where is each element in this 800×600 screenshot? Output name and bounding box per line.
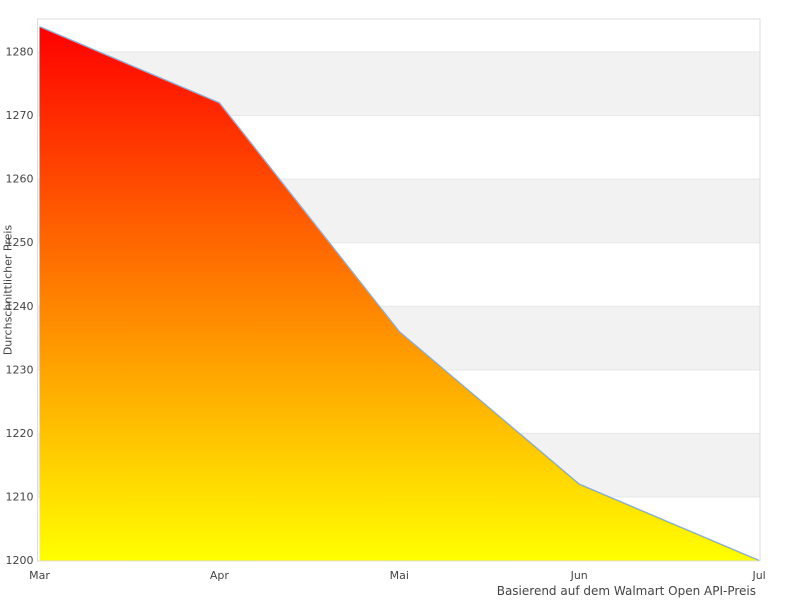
chart-caption: Basierend auf dem Walmart Open API-Preis <box>496 584 756 598</box>
x-tick-label: Mar <box>29 569 50 582</box>
y-tick-label: 1230 <box>6 363 34 376</box>
y-tick-label: 1250 <box>6 236 34 249</box>
x-tick-label: Jun <box>570 569 588 582</box>
plot-border <box>37 18 761 562</box>
y-axis-tick-labels: 1200 1210 1220 1230 1240 1250 1260 1270 1280 <box>6 46 34 567</box>
y-tick-label: 1240 <box>6 300 34 313</box>
y-tick-label: 1220 <box>6 427 34 440</box>
y-axis-title: Durchschnittlicher Preis <box>2 225 15 356</box>
y-tick-label: 1280 <box>6 46 34 59</box>
x-tick-label: Mai <box>390 569 409 582</box>
y-tick-label: 1270 <box>6 109 34 122</box>
x-axis-tick-labels: Mar Apr Mai Jun Jul <box>29 569 766 582</box>
area-fill <box>39 26 760 561</box>
price-line <box>39 25 760 562</box>
y-tick-label: 1210 <box>6 490 34 503</box>
x-tick-label: Apr <box>210 569 230 582</box>
x-tick-label: Jul <box>751 569 765 582</box>
y-tick-label: 1260 <box>6 173 34 186</box>
y-tick-label: 1200 <box>6 554 34 567</box>
